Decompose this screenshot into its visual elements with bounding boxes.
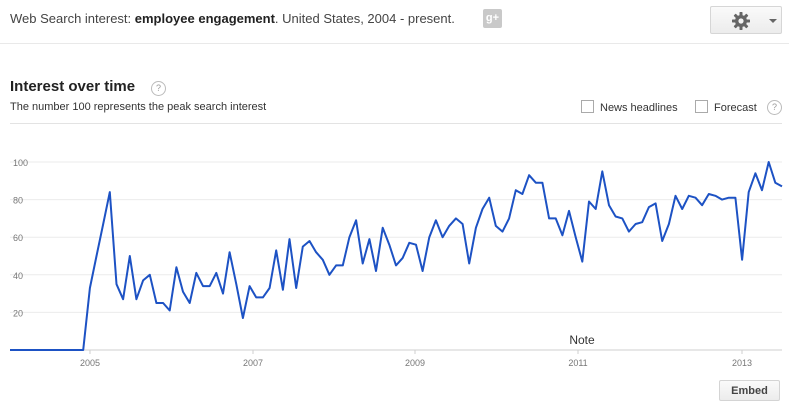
chart-svg: 100 80 60 40 20 2005 2007 2009 2011 2013 Note xyxy=(10,158,783,368)
top-bar: Web Search interest: employee engagement… xyxy=(0,0,789,44)
query-suffix: . United States, 2004 - present. xyxy=(274,11,455,26)
chevron-down-icon xyxy=(769,19,777,23)
chart-note[interactable]: Note xyxy=(569,333,595,347)
section-subtitle: The number 100 represents the peak searc… xyxy=(10,101,267,113)
forecast-checkbox[interactable]: Forecast xyxy=(695,100,757,114)
news-headlines-label: News headlines xyxy=(600,102,678,114)
header-divider xyxy=(0,43,789,44)
section-title: Interest over time xyxy=(10,78,136,95)
y-tick-label: 80 xyxy=(13,196,23,206)
query-term: employee engagement xyxy=(134,11,275,26)
checkbox-icon xyxy=(695,100,708,113)
y-tick-label: 100 xyxy=(13,158,28,168)
y-tick-label: 40 xyxy=(13,271,23,281)
help-icon[interactable]: ? xyxy=(151,81,166,96)
checkbox-icon xyxy=(581,100,594,113)
forecast-help-icon[interactable]: ? xyxy=(767,100,782,115)
google-plus-share-icon[interactable]: g+ xyxy=(483,9,502,28)
search-query-summary: Web Search interest: employee engagement… xyxy=(10,11,455,26)
news-headlines-checkbox[interactable]: News headlines xyxy=(581,100,678,114)
x-tick-label: 2009 xyxy=(405,358,425,368)
x-tick-label: 2007 xyxy=(243,358,263,368)
interest-over-time-chart: 100 80 60 40 20 2005 2007 2009 2011 2013 Note xyxy=(0,150,789,380)
settings-menu-button[interactable] xyxy=(710,6,782,34)
embed-button[interactable]: Embed xyxy=(719,380,780,401)
gear-icon xyxy=(732,12,750,30)
forecast-label: Forecast xyxy=(714,102,757,114)
series-line xyxy=(10,161,783,351)
query-prefix: Web Search interest: xyxy=(10,11,135,26)
x-tick-label: 2013 xyxy=(732,358,752,368)
x-tick-label: 2011 xyxy=(568,358,587,368)
section-divider xyxy=(10,123,782,124)
y-tick-label: 60 xyxy=(13,233,23,243)
y-tick-label: 20 xyxy=(13,308,23,318)
x-tick-label: 2005 xyxy=(80,358,100,368)
